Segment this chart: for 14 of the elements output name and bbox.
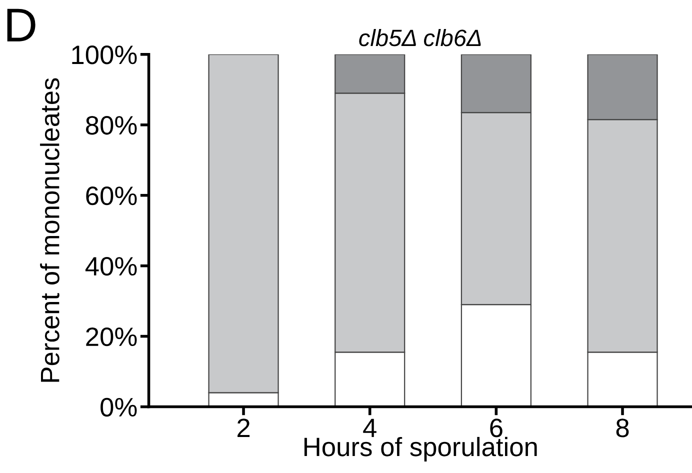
x-axis-title: Hours of sporulation	[304, 436, 537, 462]
y-tick-label: 0%	[100, 398, 137, 417]
y-tick-label: 60%	[86, 186, 137, 206]
x-tick-label: 8	[616, 418, 629, 438]
x-tick-label: 4	[363, 418, 376, 438]
chart-title: clb5Δ clb6Δ	[359, 28, 481, 46]
y-tick-label: 20%	[86, 327, 137, 346]
y-tick-label: 80%	[86, 116, 137, 135]
x-tick-label: 6	[490, 418, 502, 438]
y-tick-label: 40%	[85, 256, 137, 276]
text: D	[7, 8, 36, 42]
x-tick-label: 2	[238, 418, 250, 438]
y-axis-title: Percent of mononucleates	[40, 78, 60, 382]
y-tick-label: 100%	[72, 46, 137, 64]
